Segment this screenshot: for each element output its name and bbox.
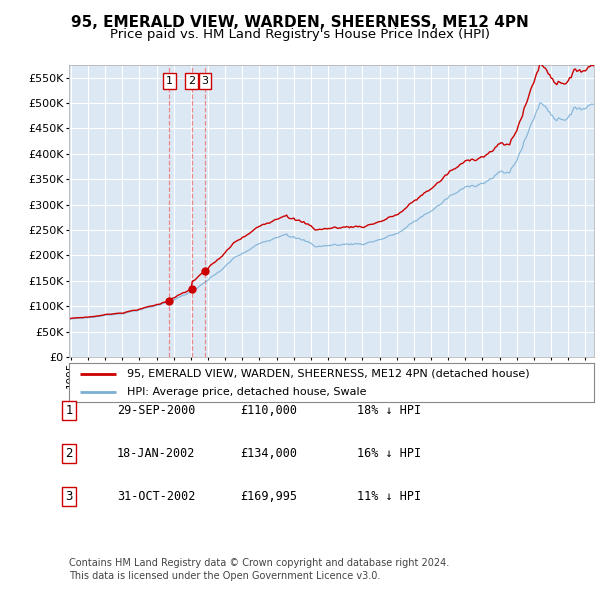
Text: 11% ↓ HPI: 11% ↓ HPI xyxy=(357,490,421,503)
Text: Price paid vs. HM Land Registry's House Price Index (HPI): Price paid vs. HM Land Registry's House … xyxy=(110,28,490,41)
Text: 2: 2 xyxy=(188,76,195,86)
Text: 1: 1 xyxy=(65,404,73,417)
Text: 95, EMERALD VIEW, WARDEN, SHEERNESS, ME12 4PN (detached house): 95, EMERALD VIEW, WARDEN, SHEERNESS, ME1… xyxy=(127,369,529,379)
Text: 29-SEP-2000: 29-SEP-2000 xyxy=(117,404,196,417)
Text: 18-JAN-2002: 18-JAN-2002 xyxy=(117,447,196,460)
Text: £134,000: £134,000 xyxy=(240,447,297,460)
Text: 2: 2 xyxy=(65,447,73,460)
Text: 3: 3 xyxy=(202,76,209,86)
Text: £110,000: £110,000 xyxy=(240,404,297,417)
Text: HPI: Average price, detached house, Swale: HPI: Average price, detached house, Swal… xyxy=(127,386,366,396)
Text: 95, EMERALD VIEW, WARDEN, SHEERNESS, ME12 4PN: 95, EMERALD VIEW, WARDEN, SHEERNESS, ME1… xyxy=(71,15,529,30)
Text: 16% ↓ HPI: 16% ↓ HPI xyxy=(357,447,421,460)
Text: 18% ↓ HPI: 18% ↓ HPI xyxy=(357,404,421,417)
Text: 31-OCT-2002: 31-OCT-2002 xyxy=(117,490,196,503)
Text: Contains HM Land Registry data © Crown copyright and database right 2024.
This d: Contains HM Land Registry data © Crown c… xyxy=(69,558,449,581)
Text: £169,995: £169,995 xyxy=(240,490,297,503)
Text: 1: 1 xyxy=(166,76,173,86)
Text: 3: 3 xyxy=(65,490,73,503)
